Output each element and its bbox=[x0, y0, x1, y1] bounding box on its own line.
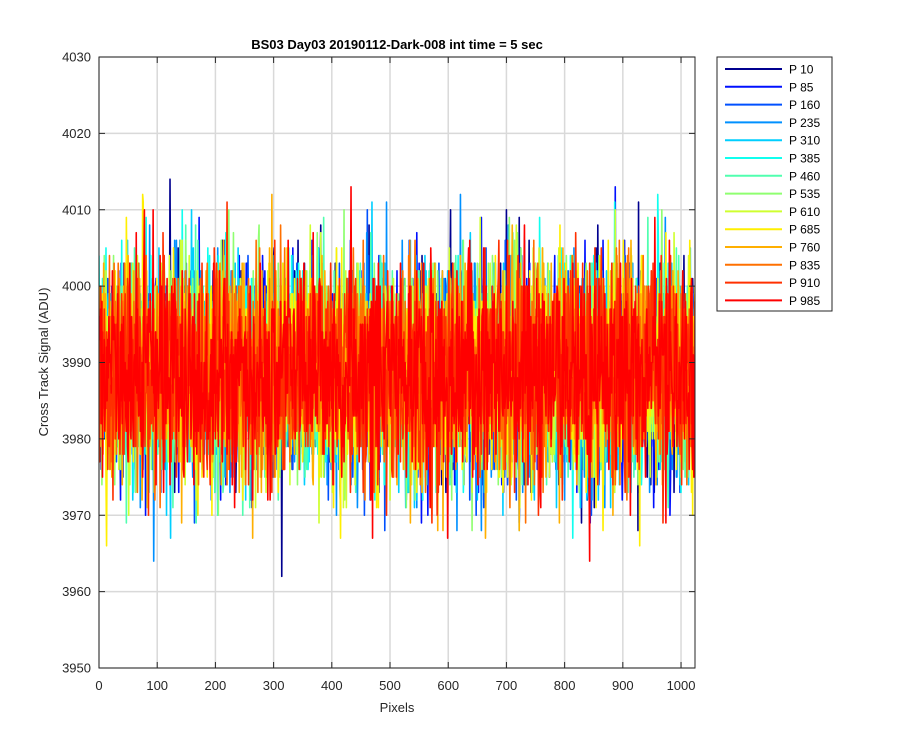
x-tick-label: 300 bbox=[263, 678, 285, 693]
legend-label: P 760 bbox=[789, 241, 820, 255]
x-tick-label: 800 bbox=[554, 678, 576, 693]
x-tick-label: 200 bbox=[205, 678, 227, 693]
legend-label: P 685 bbox=[789, 223, 820, 237]
x-tick-label: 400 bbox=[321, 678, 343, 693]
legend-label: P 160 bbox=[789, 98, 820, 112]
x-tick-label: 700 bbox=[496, 678, 518, 693]
legend: P 10 P 85 P 160 P 235 P 310 P 385 P 460 P 535 P … bbox=[716, 56, 833, 312]
legend-label: P 10 bbox=[789, 63, 814, 77]
legend-label: P 235 bbox=[789, 116, 820, 130]
y-tick-label: 4020 bbox=[62, 126, 91, 141]
legend-label: P 610 bbox=[789, 205, 820, 219]
legend-label: P 85 bbox=[789, 80, 814, 94]
legend-label: P 460 bbox=[789, 169, 820, 183]
y-tick-label: 4000 bbox=[62, 279, 91, 294]
y-tick-label: 3950 bbox=[62, 661, 91, 676]
x-tick-label: 600 bbox=[437, 678, 459, 693]
legend-label: P 535 bbox=[789, 187, 820, 201]
x-tick-label: 100 bbox=[146, 678, 168, 693]
series-layer bbox=[99, 178, 695, 578]
y-tick-label: 4030 bbox=[62, 50, 91, 65]
chart-title: BS03 Day03 20190112-Dark-008 int time = … bbox=[251, 37, 543, 52]
y-tick-label: 4010 bbox=[62, 202, 91, 217]
x-tick-label: 1000 bbox=[667, 678, 696, 693]
legend-label: P 385 bbox=[789, 152, 820, 166]
legend-label: P 910 bbox=[789, 276, 820, 290]
x-axis-label: Pixels bbox=[380, 700, 415, 715]
y-tick-label: 3990 bbox=[62, 355, 91, 370]
y-tick-label: 3970 bbox=[62, 508, 91, 523]
legend-box bbox=[716, 56, 833, 312]
legend-label: P 985 bbox=[789, 294, 820, 308]
legend-label: P 310 bbox=[789, 134, 820, 148]
y-tick-label: 3960 bbox=[62, 584, 91, 599]
y-tick-label: 3980 bbox=[62, 431, 91, 446]
legend-label: P 835 bbox=[789, 258, 820, 272]
x-tick-label: 500 bbox=[379, 678, 401, 693]
axis-ticks: 0 100 200 300 400 500 600 700 800 900 1000 3950 3960… bbox=[62, 50, 695, 694]
x-tick-label: 900 bbox=[612, 678, 634, 693]
series-line bbox=[99, 186, 695, 562]
x-tick-label: 0 bbox=[95, 678, 102, 693]
y-axis-label: Cross Track Signal (ADU) bbox=[36, 288, 51, 437]
